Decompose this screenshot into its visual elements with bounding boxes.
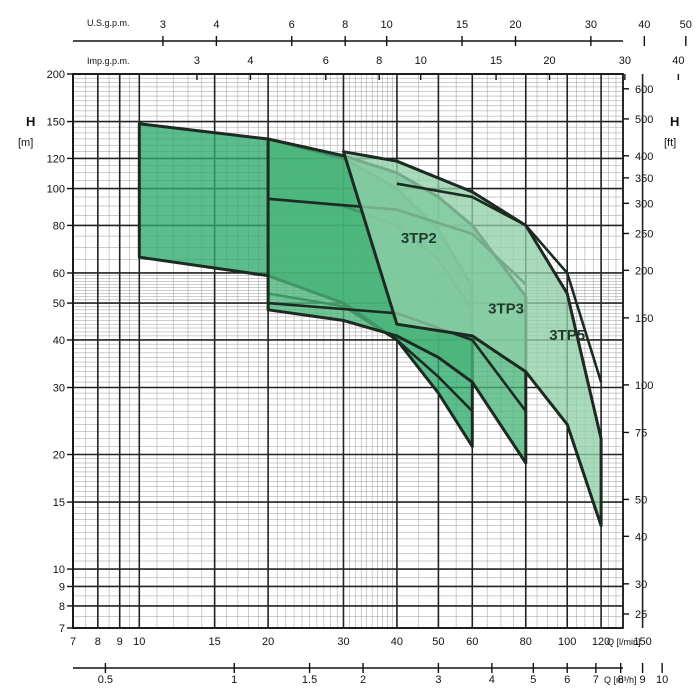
h-m-tick-label: 20: [53, 450, 65, 462]
h-ft-tick-label: 75: [635, 427, 647, 439]
q-m3h-tick-label: 10: [656, 674, 668, 686]
imp-gpm-tick-label: 20: [543, 55, 555, 67]
h-ft-tick-label: 150: [635, 313, 653, 325]
series-label-3tp3: 3TP3: [488, 300, 524, 317]
q-lmin-tick-label: 60: [466, 636, 478, 648]
h-m-tick-label: 8: [59, 601, 65, 613]
us-gpm-tick-label: 30: [585, 19, 597, 31]
q-lmin-tick-label: 150: [633, 636, 651, 648]
us-gpm-tick-label: 50: [680, 19, 692, 31]
h-ft-tick-label: 40: [635, 531, 647, 543]
q-m3h-tick-label: 5: [530, 674, 536, 686]
h-ft-tick-label: 250: [635, 228, 653, 240]
h-ft-tick-label: 350: [635, 173, 653, 185]
plot-frame: [72, 40, 624, 669]
h-m-tick-label: 100: [47, 184, 65, 196]
q-lmin-axis-title: Q [l/min]: [607, 637, 641, 647]
q-lmin-tick-label: 80: [520, 636, 532, 648]
h-m-tick-label: 30: [53, 383, 65, 395]
q-m3h-tick-label: 8: [618, 674, 624, 686]
imp-gpm-tick-label: 4: [247, 55, 253, 67]
us-gpm-tick-label: 20: [509, 19, 521, 31]
imp-gpm-tick-label: 3: [194, 55, 200, 67]
us-gpm-tick-label: 3: [160, 19, 166, 31]
imp-gpm-tick-label: 15: [490, 55, 502, 67]
us-gpm-tick-label: 6: [289, 19, 295, 31]
h-m-tick-label: 50: [53, 298, 65, 310]
q-m3h-tick-label: 9: [640, 674, 646, 686]
q-m3h-tick-label: 0.5: [98, 674, 113, 686]
h-ft-tick-label: 100: [635, 380, 653, 392]
h-ft-tick-label: 25: [635, 609, 647, 621]
axis-labels: 7891015203040506080100120150200253040507…: [47, 19, 692, 686]
h-m-tick-label: 60: [53, 268, 65, 280]
q-lmin-tick-label: 8: [95, 636, 101, 648]
pump-area-3tp5: [342, 150, 603, 528]
pump-curve-3tp5-1: [396, 182, 603, 383]
h-m-tick-label: 9: [59, 581, 65, 593]
h-m-tick-label: 120: [47, 153, 65, 165]
h-ft-tick-label: 50: [635, 494, 647, 506]
series-label-3tp2: 3TP2: [401, 230, 437, 247]
h-ft-tick-label: 400: [635, 151, 653, 163]
q-m3h-tick-label: 3: [435, 674, 441, 686]
q-lmin-tick-label: 50: [432, 636, 444, 648]
h-m-tick-label: 15: [53, 497, 65, 509]
pump-areas: 3TP2 3TP3 3TP5: [137, 122, 603, 528]
q-lmin-tick-label: 15: [209, 636, 221, 648]
imp-gpm-tick-label: 40: [672, 55, 684, 67]
us-gpm-tick-label: 15: [456, 19, 468, 31]
us-gpm-tick-label: 8: [342, 19, 348, 31]
q-m3h-tick-label: 1: [231, 674, 237, 686]
q-lmin-tick-label: 7: [70, 636, 76, 648]
h-m-tick-label: 10: [53, 564, 65, 576]
us-gpm-tick-label: 40: [638, 19, 650, 31]
h-m-tick-label: 7: [59, 623, 65, 635]
series-label-3tp5: 3TP5: [549, 327, 585, 344]
q-m3h-tick-label: 6: [564, 674, 570, 686]
imp-gpm-tick-label: 30: [619, 55, 631, 67]
h-ft-tick-label: 600: [635, 84, 653, 96]
plot-border: [72, 73, 624, 629]
h-ft-tick-label: 200: [635, 265, 653, 277]
h-m-axis-title: H: [26, 114, 35, 129]
q-lmin-tick-label: 100: [558, 636, 576, 648]
h-m-tick-label: 150: [47, 117, 65, 129]
imp-gpm-axis-title: Imp.g.p.m.: [87, 56, 130, 66]
q-lmin-tick-label: 40: [391, 636, 403, 648]
h-ft-tick-label: 300: [635, 198, 653, 210]
us-gpm-tick-label: 10: [381, 19, 393, 31]
q-lmin-tick-label: 30: [337, 636, 349, 648]
us-gpm-tick-label: 4: [213, 19, 219, 31]
h-ft-axis-unit: [ft]: [664, 137, 676, 149]
imp-gpm-tick-label: 8: [376, 55, 382, 67]
q-lmin-tick-label: 9: [117, 636, 123, 648]
q-m3h-tick-label: 7: [593, 674, 599, 686]
h-ft-tick-label: 500: [635, 114, 653, 126]
h-ft-axis-title: H: [670, 114, 679, 129]
us-gpm-axis-title: U.S.g.p.m.: [87, 18, 130, 28]
q-m3h-tick-label: 2: [360, 674, 366, 686]
q-lmin-tick-label: 120: [592, 636, 610, 648]
q-lmin-tick-label: 20: [262, 636, 274, 648]
h-ft-tick-label: 30: [635, 579, 647, 591]
imp-gpm-tick-label: 6: [323, 55, 329, 67]
q-m3h-tick-label: 1.5: [302, 674, 317, 686]
q-m3h-axis-title: Q [m³/h]: [604, 675, 637, 685]
q-lmin-tick-label: 10: [133, 636, 145, 648]
imp-gpm-tick-label: 10: [415, 55, 427, 67]
q-m3h-tick-label: 4: [489, 674, 495, 686]
h-m-tick-label: 40: [53, 335, 65, 347]
h-m-tick-label: 200: [47, 69, 65, 81]
h-m-tick-label: 80: [53, 220, 65, 232]
h-m-axis-unit: [m]: [18, 137, 33, 149]
